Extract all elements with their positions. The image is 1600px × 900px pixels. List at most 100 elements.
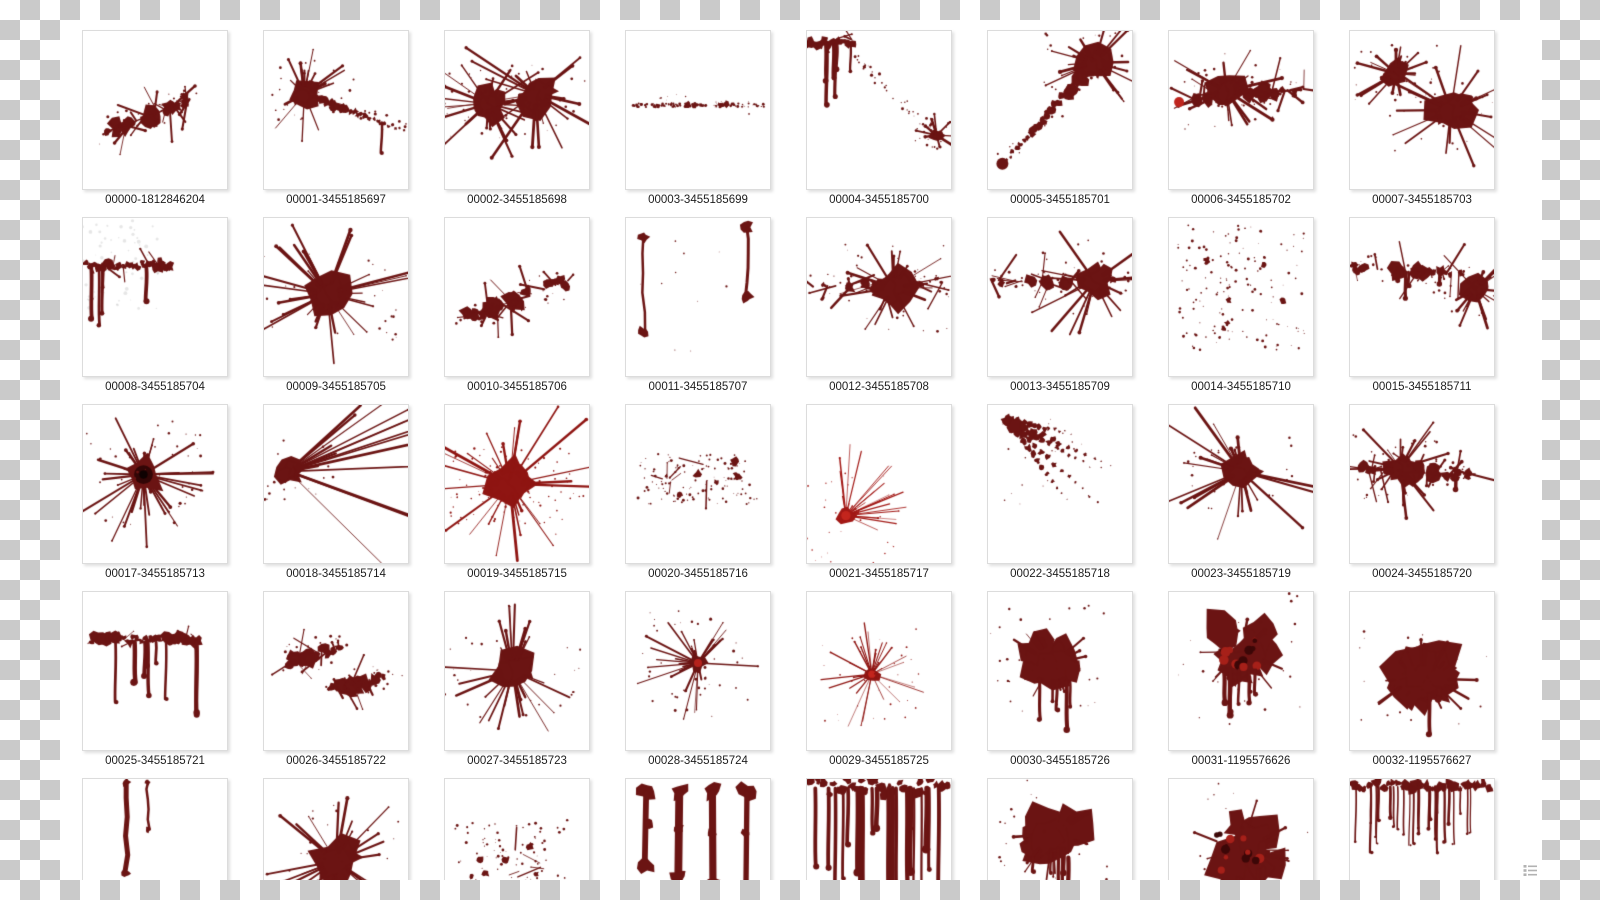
gallery-cell: 00021-3455185717 bbox=[806, 404, 952, 580]
image-thumbnail[interactable] bbox=[1168, 30, 1314, 190]
blood-splatter-image bbox=[807, 405, 951, 563]
gallery-cell bbox=[1168, 778, 1314, 880]
image-filename: 00020-3455185716 bbox=[648, 568, 748, 580]
image-thumbnail[interactable] bbox=[806, 217, 952, 377]
image-thumbnail[interactable] bbox=[263, 778, 409, 880]
image-filename: 00028-3455185724 bbox=[648, 755, 748, 767]
image-thumbnail[interactable] bbox=[263, 30, 409, 190]
blood-splatter-image bbox=[988, 779, 1132, 880]
blood-splatter-image bbox=[1350, 31, 1494, 189]
image-thumbnail[interactable] bbox=[987, 778, 1133, 880]
image-thumbnail[interactable] bbox=[987, 30, 1133, 190]
image-thumbnail[interactable] bbox=[444, 30, 590, 190]
image-thumbnail[interactable] bbox=[625, 591, 771, 751]
image-thumbnail[interactable] bbox=[806, 404, 952, 564]
blood-splatter-image bbox=[1350, 405, 1494, 563]
image-filename: 00032-1195576627 bbox=[1372, 755, 1472, 767]
image-filename: 00007-3455185703 bbox=[1372, 194, 1472, 206]
image-filename: 00022-3455185718 bbox=[1010, 568, 1110, 580]
gallery-cell: 00004-3455185700 bbox=[806, 30, 952, 206]
image-filename: 00005-3455185701 bbox=[1010, 194, 1110, 206]
image-thumbnail[interactable] bbox=[82, 30, 228, 190]
image-thumbnail[interactable] bbox=[444, 591, 590, 751]
gallery-cell bbox=[625, 778, 771, 880]
gallery-cell: 00009-3455185705 bbox=[263, 217, 409, 393]
blood-splatter-image bbox=[83, 218, 227, 376]
image-filename: 00015-3455185711 bbox=[1372, 381, 1472, 393]
image-thumbnail[interactable] bbox=[444, 404, 590, 564]
blood-splatter-image bbox=[807, 31, 951, 189]
blood-splatter-image bbox=[1169, 779, 1313, 880]
gallery-cell: 00005-3455185701 bbox=[987, 30, 1133, 206]
blood-splatter-image bbox=[626, 218, 770, 376]
image-thumbnail[interactable] bbox=[806, 778, 952, 880]
blood-splatter-image bbox=[626, 592, 770, 750]
image-filename: 00012-3455185708 bbox=[829, 381, 929, 393]
image-thumbnail[interactable] bbox=[1168, 591, 1314, 751]
blood-splatter-image bbox=[445, 218, 589, 376]
gallery-grid: 00000-1812846204 00001-3455185697 00002-34… bbox=[82, 30, 1495, 880]
image-thumbnail[interactable] bbox=[987, 591, 1133, 751]
blood-splatter-image bbox=[807, 218, 951, 376]
image-thumbnail[interactable] bbox=[263, 591, 409, 751]
image-thumbnail[interactable] bbox=[263, 404, 409, 564]
blood-splatter-image bbox=[1169, 405, 1313, 563]
image-thumbnail[interactable] bbox=[806, 591, 952, 751]
image-thumbnail[interactable] bbox=[82, 404, 228, 564]
blood-splatter-image bbox=[83, 592, 227, 750]
image-thumbnail[interactable] bbox=[1168, 778, 1314, 880]
image-thumbnail[interactable] bbox=[444, 778, 590, 880]
blood-splatter-image bbox=[445, 592, 589, 750]
gallery-cell: 00030-3455185726 bbox=[987, 591, 1133, 767]
image-thumbnail[interactable] bbox=[987, 217, 1133, 377]
image-thumbnail[interactable] bbox=[1349, 404, 1495, 564]
image-thumbnail[interactable] bbox=[82, 217, 228, 377]
image-thumbnail[interactable] bbox=[444, 217, 590, 377]
list-checkbox-icon[interactable] bbox=[1523, 864, 1538, 877]
gallery-cell: 00014-3455185710 bbox=[1168, 217, 1314, 393]
image-thumbnail[interactable] bbox=[1349, 30, 1495, 190]
blood-splatter-image bbox=[1169, 218, 1313, 376]
blood-splatter-image bbox=[83, 779, 227, 880]
blood-splatter-image bbox=[83, 31, 227, 189]
image-filename: 00024-3455185720 bbox=[1372, 568, 1472, 580]
gallery-panel: 00000-1812846204 00001-3455185697 00002-34… bbox=[60, 20, 1542, 880]
image-thumbnail[interactable] bbox=[82, 778, 228, 880]
image-thumbnail[interactable] bbox=[1349, 217, 1495, 377]
blood-splatter-image bbox=[626, 31, 770, 189]
gallery-cell bbox=[806, 778, 952, 880]
blood-splatter-image bbox=[264, 218, 408, 376]
gallery-cell bbox=[263, 778, 409, 880]
image-thumbnail[interactable] bbox=[82, 591, 228, 751]
gallery-cell: 00026-3455185722 bbox=[263, 591, 409, 767]
image-thumbnail[interactable] bbox=[625, 778, 771, 880]
gallery-cell bbox=[987, 778, 1133, 880]
image-thumbnail[interactable] bbox=[1168, 217, 1314, 377]
image-thumbnail[interactable] bbox=[806, 30, 952, 190]
image-thumbnail[interactable] bbox=[1168, 404, 1314, 564]
blood-splatter-image bbox=[988, 592, 1132, 750]
gallery-cell: 00025-3455185721 bbox=[82, 591, 228, 767]
blood-splatter-image bbox=[1350, 779, 1494, 880]
image-thumbnail[interactable] bbox=[263, 217, 409, 377]
blood-splatter-image bbox=[1169, 592, 1313, 750]
image-thumbnail[interactable] bbox=[625, 30, 771, 190]
image-filename: 00019-3455185715 bbox=[467, 568, 567, 580]
image-thumbnail[interactable] bbox=[1349, 591, 1495, 751]
image-filename: 00025-3455185721 bbox=[105, 755, 205, 767]
blood-splatter-image bbox=[1350, 592, 1494, 750]
image-thumbnail[interactable] bbox=[1349, 778, 1495, 880]
gallery-cell: 00031-1195576626 bbox=[1168, 591, 1314, 767]
gallery-cell: 00008-3455185704 bbox=[82, 217, 228, 393]
blood-splatter-image bbox=[807, 592, 951, 750]
image-thumbnail[interactable] bbox=[625, 404, 771, 564]
gallery-cell: 00029-3455185725 bbox=[806, 591, 952, 767]
image-thumbnail[interactable] bbox=[987, 404, 1133, 564]
image-filename: 00023-3455185719 bbox=[1191, 568, 1291, 580]
gallery-cell: 00002-3455185698 bbox=[444, 30, 590, 206]
gallery-cell: 00015-3455185711 bbox=[1349, 217, 1495, 393]
image-filename: 00002-3455185698 bbox=[467, 194, 567, 206]
blood-splatter-image bbox=[988, 31, 1132, 189]
image-filename: 00001-3455185697 bbox=[286, 194, 386, 206]
image-thumbnail[interactable] bbox=[625, 217, 771, 377]
